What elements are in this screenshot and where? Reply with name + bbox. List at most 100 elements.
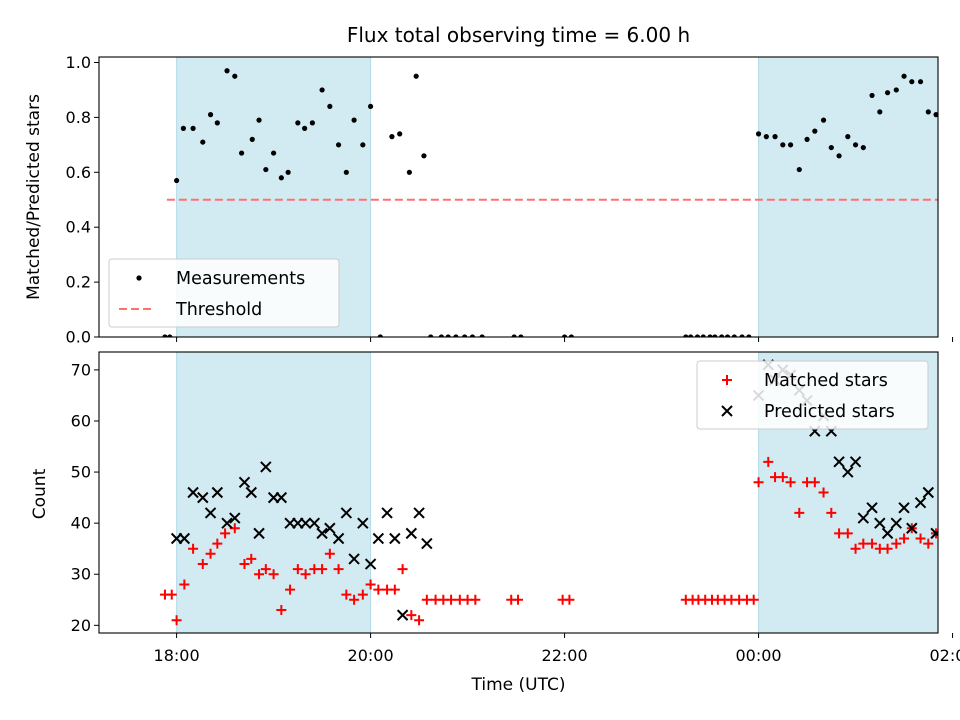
bottom-panel-counts: 20304050607018:0020:0022:0000:0002:0004:… — [71, 351, 960, 665]
predicted-star-point — [187, 486, 199, 499]
measurement-point — [917, 79, 924, 85]
predicted-star-point — [221, 517, 233, 529]
matched-star-point — [834, 528, 845, 539]
measurement-point — [511, 334, 517, 337]
measurement-point — [180, 125, 186, 131]
legend-label: Threshold — [175, 300, 262, 320]
measurement-point — [214, 120, 220, 126]
measurement-point — [367, 103, 374, 110]
measurement-point — [351, 117, 357, 123]
x-tick-label: 22:00 — [542, 646, 588, 665]
measurement-point — [950, 93, 955, 98]
predicted-star-point — [275, 491, 288, 504]
measurement-point — [406, 169, 412, 175]
measurement-point — [780, 142, 786, 148]
measurement-point — [167, 334, 173, 337]
measurement-point — [224, 68, 230, 74]
legend-label: Measurements — [176, 269, 305, 289]
matched-star-point — [777, 472, 788, 483]
matched-star-point — [850, 543, 861, 554]
matched-star-point — [166, 589, 177, 600]
matched-star-point — [940, 569, 950, 579]
measurement-point — [263, 166, 269, 173]
measurement-point — [845, 134, 851, 140]
measurement-point — [421, 153, 427, 159]
measurement-point — [360, 142, 366, 148]
matched-star-point — [748, 594, 759, 605]
matched-star-point — [220, 528, 231, 539]
axes-frame — [98, 351, 939, 634]
y-tick-label: 0.8 — [66, 108, 91, 127]
predicted-star-point — [396, 609, 409, 621]
measurement-point — [796, 166, 802, 173]
measurement-point — [207, 112, 214, 118]
matched-star-point — [205, 548, 216, 559]
matched-star-point — [389, 584, 400, 595]
matched-star-point — [923, 538, 934, 549]
measurement-point — [852, 142, 859, 148]
top-y-axis-label: Matched/Predicted stars — [24, 94, 44, 300]
measurement-point — [445, 334, 451, 337]
matched-star-point — [212, 538, 223, 549]
matched-star-point — [867, 538, 878, 549]
measurement-point — [270, 150, 277, 156]
legend-x-marker — [721, 405, 733, 417]
matched-star-point — [891, 538, 902, 549]
matched-star-point — [179, 579, 190, 590]
matched-star-point — [513, 594, 524, 605]
predicted-star-point — [866, 502, 878, 514]
measurement-point — [719, 334, 725, 337]
predicted-star-point — [238, 476, 251, 488]
predicted-star-point — [260, 461, 272, 473]
predicted-star-point — [253, 527, 265, 540]
predicted-star-point — [340, 507, 353, 519]
measurement-point — [438, 334, 444, 337]
measurement-point — [462, 334, 468, 337]
measurement-point — [518, 334, 524, 337]
measurement-point — [190, 125, 196, 131]
y-tick-label: 0.2 — [66, 273, 91, 292]
measurement-point — [755, 131, 762, 137]
matched-star-point — [753, 477, 764, 488]
top-panel-ratio: 0.0 0.2 0.4 0.6 0.8 1.0 Measurements Threshold — [66, 53, 955, 347]
measurement-point — [479, 334, 485, 337]
measurement-point — [877, 109, 883, 115]
predicted-star-point — [405, 527, 418, 540]
measurement-point — [812, 128, 818, 134]
measurement-point — [860, 144, 866, 151]
matched-star-point — [365, 579, 376, 590]
measurement-point — [933, 112, 938, 118]
matched-star-point — [858, 538, 869, 549]
matched-star-point — [915, 533, 926, 544]
measurement-point — [804, 136, 810, 142]
y-tick-label: 50 — [71, 463, 91, 482]
predicted-star-point — [348, 553, 360, 565]
matched-star-point — [421, 594, 432, 605]
predicted-star-point — [940, 508, 950, 518]
measurement-point — [335, 142, 342, 148]
measurement-point — [942, 118, 947, 123]
shaded-band — [176, 352, 372, 633]
y-tick-label: 70 — [71, 360, 91, 379]
predicted-star-point — [332, 532, 345, 545]
y-tick-label: 20 — [71, 616, 91, 635]
predicted-star-point — [914, 497, 927, 509]
predicted-star-point — [948, 523, 958, 533]
measurement-point — [285, 169, 291, 175]
matched-star-point — [260, 564, 271, 575]
predicted-star-point — [849, 456, 862, 468]
y-tick-label: 0.6 — [66, 163, 91, 182]
measurement-point — [901, 73, 907, 79]
matched-star-point — [333, 564, 344, 575]
measurement-point — [309, 120, 315, 126]
measurement-point — [731, 334, 737, 337]
measurement-point — [232, 73, 238, 79]
matched-star-point — [268, 569, 279, 580]
y-tick-label: 0.4 — [66, 218, 91, 237]
matched-star-point — [763, 456, 774, 467]
matched-star-point — [406, 610, 417, 621]
matched-star-point — [414, 615, 425, 626]
measurement-point — [389, 134, 395, 140]
y-tick-label: 1.0 — [66, 53, 91, 72]
predicted-star-point — [316, 527, 328, 540]
